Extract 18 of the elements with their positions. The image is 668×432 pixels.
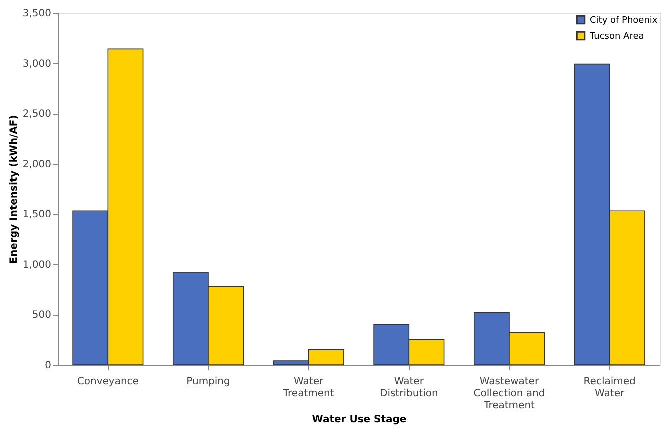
- x-tick-label: Water Distribution: [380, 376, 438, 400]
- y-tick-label: 0: [45, 360, 52, 372]
- legend-label: Tucson Area: [589, 32, 644, 42]
- x-tick-label: Wastewater Collection and Treatment: [474, 376, 546, 412]
- x-tick-label: Conveyance: [77, 376, 139, 388]
- y-tick-label: 1,000: [22, 260, 52, 271]
- y-tick-label: 2,500: [22, 109, 52, 120]
- y-tick-label: 500: [32, 310, 52, 322]
- x-tick-label: Pumping: [186, 376, 230, 388]
- x-tick-label: Water Treatment: [282, 376, 334, 400]
- x-axis-title: Water Use Stage: [312, 414, 407, 426]
- y-tick-label: 1,500: [22, 210, 52, 221]
- y-tick-label: 3,000: [22, 58, 52, 70]
- legend-label: City of Phoenix: [590, 16, 658, 26]
- y-tick-label: 3,500: [22, 8, 52, 20]
- y-tick-label: 2,000: [22, 159, 52, 170]
- y-axis-title: Energy Intensity (kWh/AF): [8, 115, 20, 264]
- x-tick-label: Reclaimed Water: [584, 376, 636, 400]
